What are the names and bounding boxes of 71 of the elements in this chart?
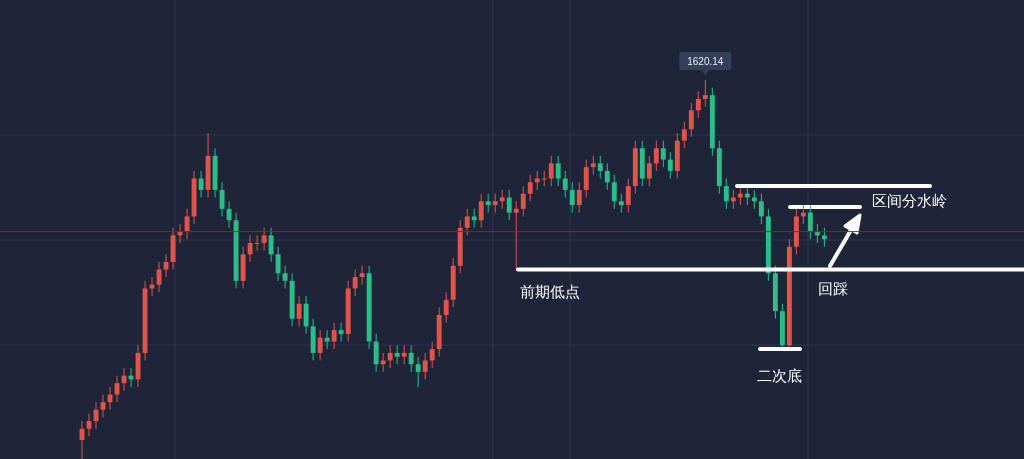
candlestick	[618, 193, 624, 214]
candlestick	[373, 333, 379, 373]
candlestick	[303, 295, 309, 335]
candlestick	[646, 155, 652, 187]
candlestick	[758, 193, 764, 225]
candlestick	[401, 344, 407, 365]
ref-line-label: 二次底	[757, 368, 802, 384]
candlestick	[506, 189, 512, 221]
annotation: 1620.14	[687, 56, 724, 67]
candlestick	[184, 208, 190, 240]
candlestick	[254, 234, 260, 252]
candlestick	[275, 246, 281, 282]
candlestick	[464, 208, 470, 236]
ref-line-label: 前期低点	[520, 284, 580, 300]
candlestick	[408, 344, 414, 373]
candlestick	[695, 90, 701, 119]
candlestick	[296, 295, 302, 327]
candlestick	[807, 204, 813, 240]
candlestick	[338, 322, 344, 343]
candlestick	[387, 344, 393, 369]
candlestick	[548, 155, 554, 187]
candlestick	[471, 208, 477, 229]
candlestick	[611, 174, 617, 210]
annotation: 回踩	[818, 281, 848, 297]
candlestick	[359, 265, 365, 286]
candlestick	[597, 155, 603, 180]
candlestick	[569, 181, 575, 214]
candlestick	[492, 193, 498, 214]
candlestick	[653, 140, 659, 172]
candlestick	[520, 185, 526, 217]
candlestick	[394, 344, 400, 365]
candlestick	[443, 291, 449, 324]
tooltip: 1620.14	[679, 52, 732, 75]
candlestick	[730, 189, 736, 210]
candlestick	[625, 178, 631, 214]
legend-label: 区间分水岭	[872, 193, 947, 209]
candlestick	[324, 329, 330, 350]
candlestick	[604, 162, 610, 191]
candlestick	[198, 170, 204, 198]
candlestick	[688, 102, 694, 138]
candlestick	[429, 341, 435, 369]
candlestick	[660, 140, 666, 168]
candlestick	[667, 151, 673, 180]
candlestick	[821, 227, 827, 248]
candlestick	[541, 170, 547, 187]
candlestick	[681, 121, 687, 149]
candlestick	[282, 265, 288, 289]
candlestick	[380, 352, 386, 373]
candlestick	[751, 189, 757, 210]
candlestick	[583, 159, 589, 198]
candlestick	[723, 178, 729, 210]
candlestick	[499, 189, 505, 210]
candlestick	[219, 181, 225, 217]
candlestick	[590, 155, 596, 176]
candlestick	[352, 269, 358, 297]
candlestick	[562, 170, 568, 198]
candlestick	[268, 227, 274, 263]
candlestick	[576, 181, 582, 214]
candlestick	[527, 174, 533, 202]
candlestick	[422, 352, 428, 380]
candlestick	[555, 155, 561, 187]
candlestick	[331, 322, 337, 350]
candlestick	[261, 227, 267, 252]
candlestick	[226, 200, 232, 229]
candlestick	[478, 193, 484, 229]
candlestick	[513, 200, 519, 270]
candlestick	[247, 234, 253, 263]
candlestick	[415, 356, 421, 388]
candlestick	[702, 79, 708, 108]
candlestick	[485, 193, 491, 214]
candlestick	[317, 329, 323, 361]
